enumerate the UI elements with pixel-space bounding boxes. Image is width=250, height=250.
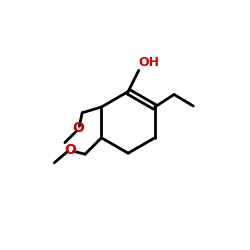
Text: O: O [72, 121, 84, 135]
Text: OH: OH [139, 56, 160, 70]
Text: O: O [65, 143, 76, 157]
